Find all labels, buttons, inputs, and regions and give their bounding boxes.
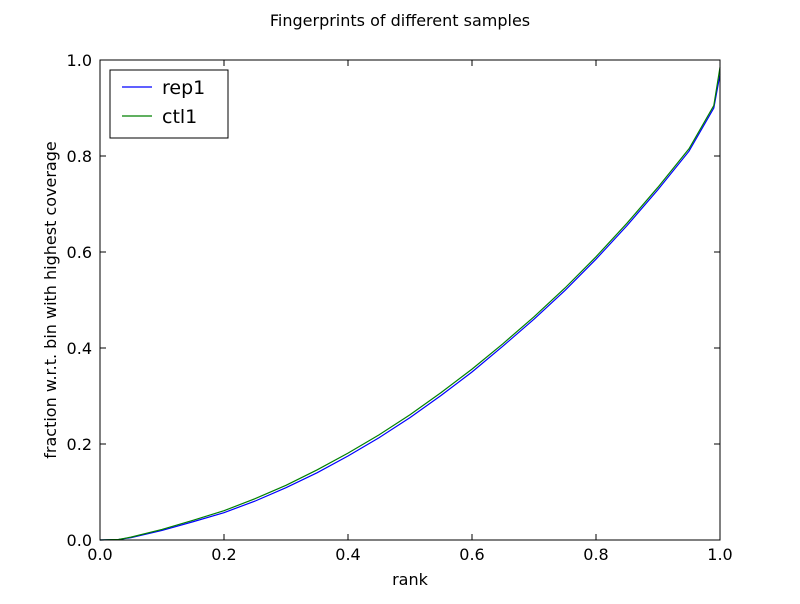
- y-tick-label: 0.6: [67, 243, 92, 262]
- x-tick-label: 0.2: [211, 545, 236, 564]
- x-tick-label: 0.6: [459, 545, 484, 564]
- x-tick-label: 0.0: [87, 545, 112, 564]
- x-tick-label: 0.8: [583, 545, 608, 564]
- y-tick-label: 0.4: [67, 339, 92, 358]
- series-line-ctl1: [99, 67, 721, 541]
- legend-box: [109, 69, 229, 139]
- y-tick-label: 0.0: [67, 531, 92, 550]
- y-tick-label: 0.2: [67, 435, 92, 454]
- y-tick-label: 0.8: [67, 147, 92, 166]
- x-axis-label: rank: [392, 570, 429, 589]
- legend-label-rep1: rep1: [162, 77, 205, 99]
- series-line-rep1: [99, 74, 721, 541]
- legend: rep1 ctl1: [109, 69, 229, 139]
- chart-title: Fingerprints of different samples: [270, 11, 530, 30]
- axes-layer: 0.0 0.2 0.4 0.6 0.8 1.0 0.0 0.2 0.4 0.6 0.8 1.0: [67, 51, 733, 564]
- y-tick-label: 1.0: [67, 51, 92, 70]
- series-layer: [99, 67, 721, 541]
- y-axis-label: fraction w.r.t. bin with highest coverag…: [41, 141, 60, 458]
- plot-frame: [99, 59, 721, 541]
- x-tick-label: 1.0: [707, 545, 732, 564]
- legend-label-ctl1: ctl1: [162, 106, 197, 128]
- x-tick-label: 0.4: [335, 545, 360, 564]
